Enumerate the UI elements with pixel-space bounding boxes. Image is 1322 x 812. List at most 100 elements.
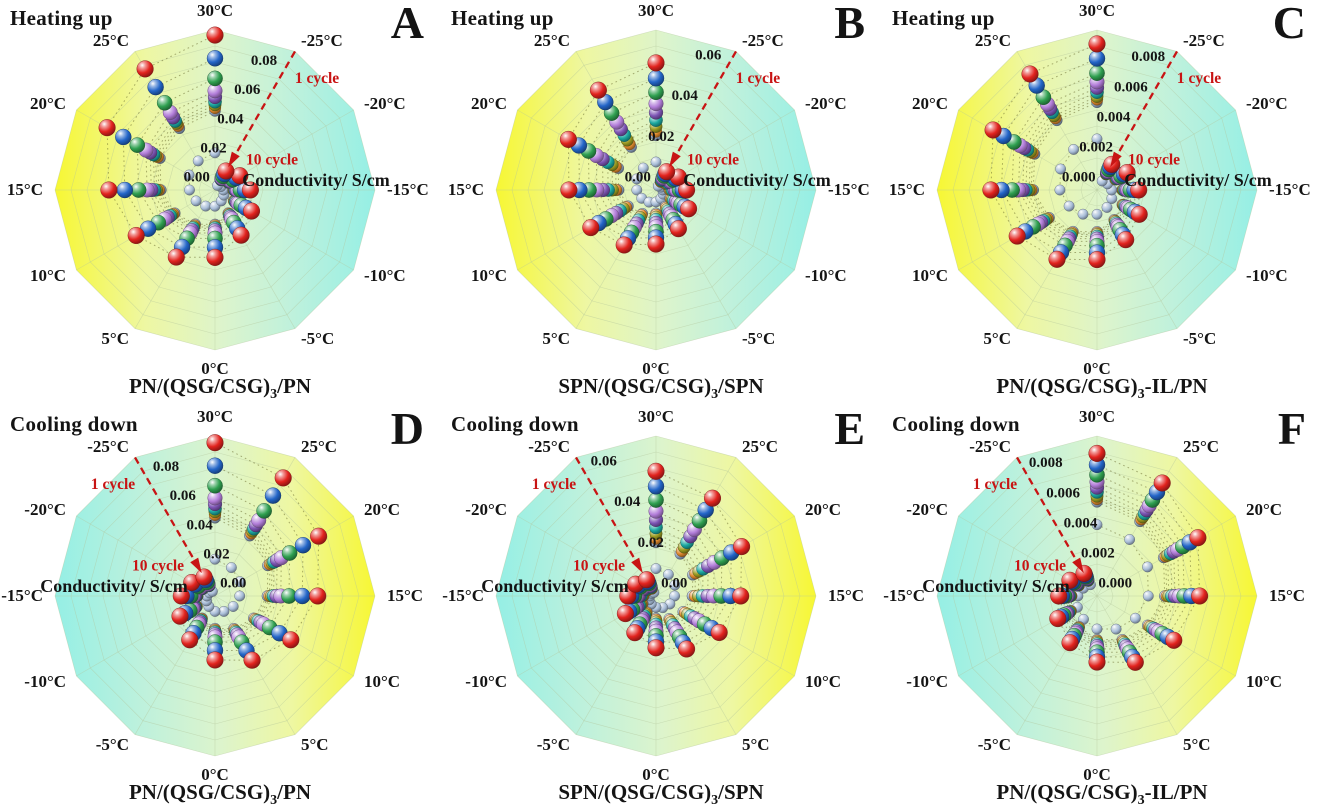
panel-B: 0.00 0.02 0.04 0.06 1 cycle 10 cycle Conductiv… [441, 0, 881, 406]
axis-tick-label: 0.006 [1046, 485, 1080, 501]
axis-tick-label: 0.08 [153, 459, 179, 475]
cycle-arrow [134, 456, 198, 565]
data-point [982, 181, 1000, 199]
axis-tick-label: 0.08 [251, 53, 277, 69]
arrow-label-outer: 1 cycle [91, 476, 135, 493]
panel-letter: A [390, 0, 424, 48]
data-point [116, 181, 134, 199]
conductivity-axis-label: Conductivity/ S/cm [1124, 170, 1272, 190]
cycle-polyline [634, 510, 715, 633]
data-point [217, 162, 235, 180]
temp-label: 10°C [471, 266, 507, 285]
data-point [1189, 529, 1207, 547]
data-point [631, 173, 643, 185]
data-point [1068, 143, 1080, 155]
temp-label: -10°C [364, 266, 406, 285]
temp-label: 20°C [805, 500, 841, 519]
cycle-arrow [232, 50, 296, 159]
title-suffix: /SPN [718, 373, 764, 398]
temp-label: 5°C [542, 329, 570, 348]
grid-ring [511, 451, 801, 741]
polar-chart-D: 0.00 0.02 0.04 0.06 0.08 1 cycle 10 cycle Condu… [0, 406, 440, 812]
temp-label: 15°C [889, 180, 925, 199]
data-point [1130, 181, 1148, 199]
data-point [282, 631, 300, 649]
temp-label: -15°C [828, 180, 870, 199]
panel-letter: D [390, 403, 424, 454]
conductivity-axis-label: Conductivity/ S/cm [683, 170, 831, 190]
data-point [1142, 561, 1153, 573]
data-point [582, 219, 600, 237]
data-point [100, 181, 118, 199]
cycle-polyline [1066, 487, 1176, 647]
axis-tick-label: 0.004 [1097, 110, 1131, 126]
cycle-arrow-head [669, 151, 681, 168]
data-point [589, 81, 607, 99]
data-point [232, 226, 250, 244]
title-main: PN/(QSG/CSG) [128, 373, 271, 398]
axis-tick-label: 0.04 [672, 88, 699, 104]
temp-label: 0°C [201, 359, 229, 378]
data-point [1055, 163, 1067, 175]
data-point [264, 487, 282, 504]
data-point [678, 640, 696, 658]
data-point [309, 587, 327, 605]
data-point [1063, 200, 1075, 212]
direction-label: Heating up [451, 6, 554, 30]
data-point [1142, 590, 1154, 602]
temp-label: -15°C [1, 586, 43, 605]
grid-ring [70, 451, 360, 741]
data-point [1054, 184, 1066, 196]
data-point [1118, 164, 1136, 182]
data-point [638, 571, 656, 589]
temp-label: 0°C [642, 359, 670, 378]
sample-title: SPN/(QSG/CSG)3/SPN [441, 780, 881, 809]
temp-label: 30°C [197, 407, 233, 426]
data-point [1061, 634, 1079, 652]
axis-tick-label: 0.04 [217, 111, 244, 127]
temp-label: -25°C [1183, 31, 1225, 50]
temp-label: -15°C [1269, 180, 1311, 199]
data-point [294, 587, 311, 605]
arrow-label-inner: 10 cycle [1014, 557, 1066, 574]
cycle-polyline [106, 34, 253, 258]
direction-label: Heating up [892, 6, 995, 30]
data-point [136, 60, 154, 78]
arrow-label-outer: 1 cycle [1177, 70, 1221, 87]
data-point [241, 181, 259, 199]
data-point [98, 119, 116, 137]
temp-label: 15°C [1269, 586, 1305, 605]
data-point [1021, 65, 1039, 83]
cycle-polyline [149, 96, 238, 231]
data-point [294, 536, 312, 554]
data-point [207, 477, 223, 494]
panel-D: 0.00 0.02 0.04 0.06 0.08 1 cycle 10 cycle Condu… [0, 406, 440, 812]
temp-label: 15°C [387, 586, 423, 605]
data-point [1088, 444, 1106, 462]
radar-chart-svg-E: 0.00 0.02 0.04 0.06 1 cycle 10 cycle Conductiv… [442, 407, 864, 784]
axis-tick-label: 0.02 [203, 547, 229, 563]
data-point [181, 631, 199, 649]
cycle-polyline [1028, 96, 1125, 236]
grid-ring [543, 77, 769, 303]
data-point [310, 527, 328, 545]
data-point [1129, 612, 1141, 624]
cycle-polyline [638, 526, 704, 626]
temp-label: 10°C [805, 672, 841, 691]
axis-tick-label: 0.06 [234, 82, 261, 98]
title-subscript: 3 [270, 387, 278, 402]
temp-label: -5°C [978, 735, 1011, 754]
temp-label: 5°C [1183, 735, 1211, 754]
temp-label: 25°C [975, 31, 1011, 50]
cycle-polyline [1030, 98, 1124, 234]
data-point [680, 200, 698, 218]
data-point [615, 236, 633, 254]
grid-ring [543, 483, 769, 709]
data-point [650, 563, 662, 575]
grid-ring [495, 435, 817, 757]
data-point [626, 624, 644, 642]
temp-label: -15°C [387, 180, 429, 199]
polar-chart-B: 0.00 0.02 0.04 0.06 1 cycle 10 cycle Conductiv… [441, 0, 881, 406]
data-point [1124, 534, 1136, 545]
temp-label: 30°C [1079, 1, 1115, 20]
